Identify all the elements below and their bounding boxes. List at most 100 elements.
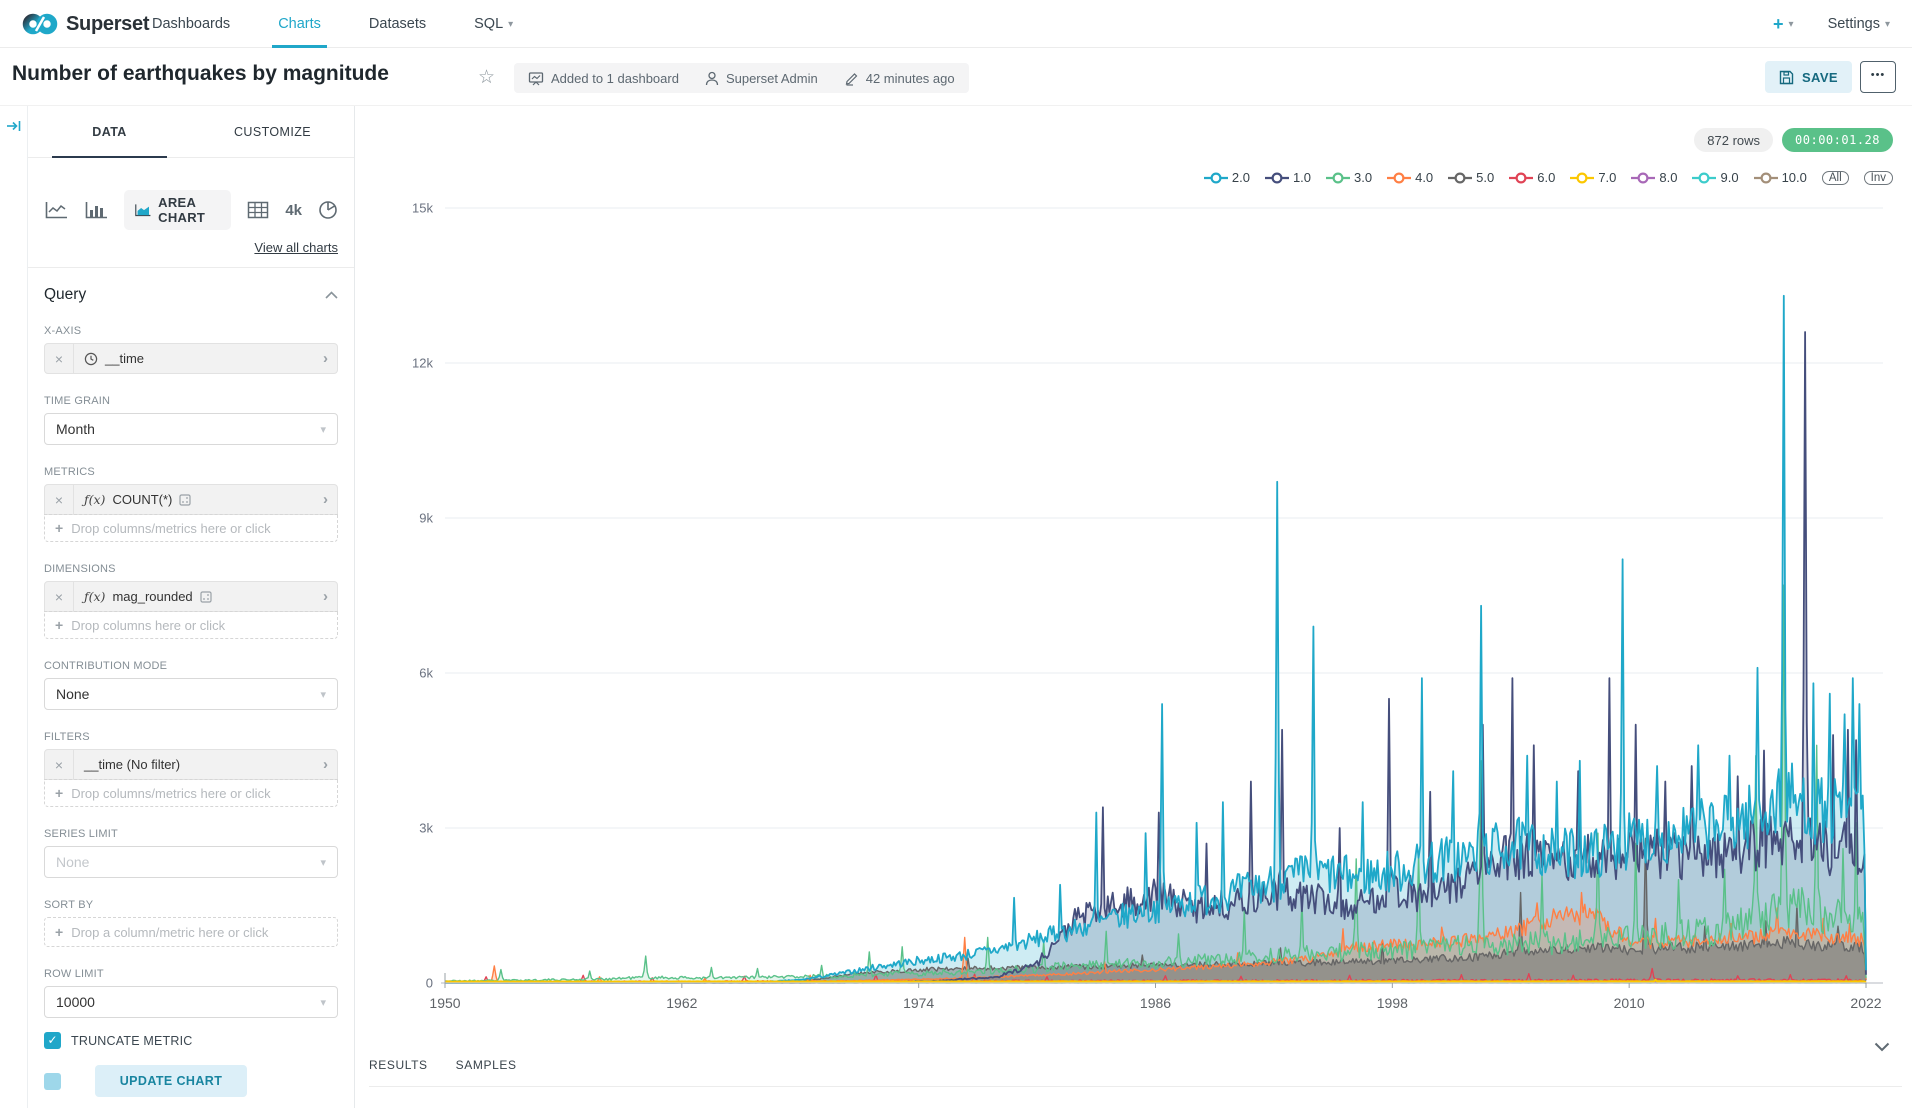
legend-label: 2.0 — [1231, 170, 1250, 185]
nav-sql[interactable]: SQL ▾ — [474, 16, 514, 32]
tab-samples[interactable]: SAMPLES — [455, 1058, 517, 1072]
x-axis-pill[interactable]: × __time › — [44, 343, 338, 374]
svg-text:3k: 3k — [419, 821, 433, 836]
metrics-dropzone[interactable]: + Drop columns/metrics here or click — [44, 514, 338, 542]
series-limit-label: SERIES LIMIT — [44, 828, 118, 840]
function-icon: ƒ(x) — [84, 492, 106, 507]
collapse-results-icon[interactable] — [1874, 1042, 1890, 1052]
nav-dashboards[interactable]: Dashboards — [152, 16, 231, 32]
truncate-metric-text: TRUNCATE METRIC — [71, 1033, 193, 1048]
svg-text:2010: 2010 — [1614, 995, 1645, 1011]
filters-label: FILTERS — [44, 731, 90, 743]
legend-label: 8.0 — [1659, 170, 1678, 185]
legend-item-8.0[interactable]: 8.0 — [1631, 170, 1677, 185]
legend-item-6.0[interactable]: 6.0 — [1509, 170, 1555, 185]
svg-text:6k: 6k — [419, 666, 433, 681]
remove-icon[interactable]: × — [45, 582, 74, 611]
certified-icon — [200, 590, 212, 603]
dimension-pill[interactable]: × ƒ(x) mag_rounded › — [44, 581, 338, 612]
legend-label: 3.0 — [1354, 170, 1373, 185]
tab-data[interactable]: DATA — [28, 106, 191, 158]
filter-pill[interactable]: × __time (No filter) › — [44, 749, 338, 780]
clock-icon — [84, 352, 98, 365]
remove-icon[interactable]: × — [45, 485, 74, 514]
view-all-charts-link[interactable]: View all charts — [254, 240, 338, 255]
results-tabs: RESULTS SAMPLES — [369, 1058, 517, 1072]
brand-name: Superset — [66, 12, 150, 35]
big-number-chart-type[interactable]: 4k — [285, 201, 302, 219]
legend-item-9.0[interactable]: 9.0 — [1692, 170, 1739, 185]
plus-icon: + — [55, 617, 64, 633]
user-icon — [705, 71, 719, 85]
tab-customize[interactable]: CUSTOMIZE — [234, 124, 311, 139]
dimensions-dropzone[interactable]: + Drop columns here or click — [44, 611, 338, 639]
time-grain-select[interactable]: Month ▾ — [44, 413, 338, 445]
chevron-right-icon[interactable]: › — [323, 491, 328, 508]
legend-item-4.0[interactable]: 4.0 — [1387, 170, 1433, 185]
pie-chart-type-icon[interactable] — [318, 200, 338, 220]
legend-item-5.0[interactable]: 5.0 — [1448, 170, 1494, 185]
datasource-rail — [0, 106, 28, 1108]
chart-legend: 2.0 1.0 3.0 4.0 5.0 6.0 7.0 8.0 9.0 10.0 All Inv — [1203, 170, 1893, 185]
legend-marker-icon — [1631, 171, 1656, 184]
plus-icon: + — [55, 785, 64, 801]
settings-menu[interactable]: Settings ▾ — [1827, 16, 1890, 32]
svg-text:2022: 2022 — [1850, 995, 1881, 1011]
svg-text:1962: 1962 — [666, 995, 697, 1011]
chevron-right-icon[interactable]: › — [323, 350, 328, 367]
area-chart[interactable]: 0 3k 6k 9k 12k 15k 1950 1962 1974 1986 1998 2010 202… — [355, 106, 1912, 1108]
sort-by-dropzone[interactable]: + Drop a column/metric here or click — [44, 917, 338, 947]
superset-logo[interactable]: Superset — [22, 0, 149, 48]
plus-icon: + — [55, 924, 64, 940]
area-chart-icon — [135, 203, 151, 216]
svg-text:9k: 9k — [419, 511, 433, 526]
legend-item-2.0[interactable]: 2.0 — [1203, 170, 1250, 185]
time-grain-label: TIME GRAIN — [44, 395, 111, 407]
results-divider — [369, 1086, 1902, 1087]
legend-item-3.0[interactable]: 3.0 — [1326, 170, 1372, 185]
filters-dropzone[interactable]: + Drop columns/metrics here or click — [44, 779, 338, 807]
legend-inv-button[interactable]: Inv — [1863, 170, 1893, 185]
new-item-button[interactable]: + ▾ — [1773, 13, 1794, 34]
remove-icon[interactable]: × — [45, 344, 74, 373]
area-chart-type-selected[interactable]: AREA CHART — [124, 190, 232, 230]
nav-charts[interactable]: Charts — [272, 0, 327, 48]
legend-label: 9.0 — [1720, 170, 1739, 185]
tab-results[interactable]: RESULTS — [369, 1058, 428, 1072]
favorite-star-icon[interactable]: ☆ — [478, 67, 496, 88]
legend-item-7.0[interactable]: 7.0 — [1570, 170, 1616, 185]
metric-pill[interactable]: × ƒ(x) COUNT(*) › — [44, 484, 338, 515]
more-actions-button[interactable]: ••• — [1860, 61, 1896, 93]
row-limit-select[interactable]: 10000 ▾ — [44, 986, 338, 1018]
main-nav: Dashboards Charts Datasets SQL ▾ — [152, 0, 513, 48]
truncate-metric-checkbox[interactable]: ✓ — [44, 1032, 61, 1049]
chart-title: Number of earthquakes by magnitude — [12, 62, 389, 85]
chevron-right-icon[interactable]: › — [323, 588, 328, 605]
plus-icon: + — [55, 520, 64, 536]
legend-item-1.0[interactable]: 1.0 — [1264, 170, 1311, 185]
chevron-right-icon[interactable]: › — [323, 756, 328, 773]
table-chart-type-icon[interactable] — [247, 201, 269, 219]
dashboards-badge[interactable]: Added to 1 dashboard — [528, 71, 679, 86]
save-button[interactable]: SAVE — [1764, 61, 1852, 93]
legend-all-button[interactable]: All — [1821, 170, 1849, 185]
line-chart-type-icon[interactable] — [44, 201, 68, 220]
sort-by-label: SORT BY — [44, 899, 94, 911]
contribution-mode-label: CONTRIBUTION MODE — [44, 660, 168, 672]
collapse-query-icon[interactable] — [325, 291, 338, 299]
remove-icon[interactable]: × — [45, 750, 74, 779]
contribution-mode-select[interactable]: None ▾ — [44, 678, 338, 710]
nav-datasets[interactable]: Datasets — [368, 16, 427, 32]
chart-panel: 872 rows 00:00:01.28 2.0 1.0 3.0 4.0 5.0 6.0 7… — [355, 106, 1912, 1108]
expand-panel-icon[interactable] — [6, 118, 22, 134]
partial-checkbox[interactable] — [44, 1072, 61, 1090]
data-panel: DATA CUSTOMIZE AREA CHART 4k — [28, 106, 355, 1108]
series-limit-select[interactable]: None ▾ — [44, 846, 338, 878]
svg-text:15k: 15k — [412, 201, 433, 216]
legend-item-10.0[interactable]: 10.0 — [1753, 170, 1807, 185]
update-chart-button[interactable]: UPDATE CHART — [95, 1065, 247, 1097]
bar-chart-type-icon[interactable] — [84, 201, 108, 220]
legend-label: 5.0 — [1476, 170, 1495, 185]
query-section-title: Query — [44, 286, 87, 303]
